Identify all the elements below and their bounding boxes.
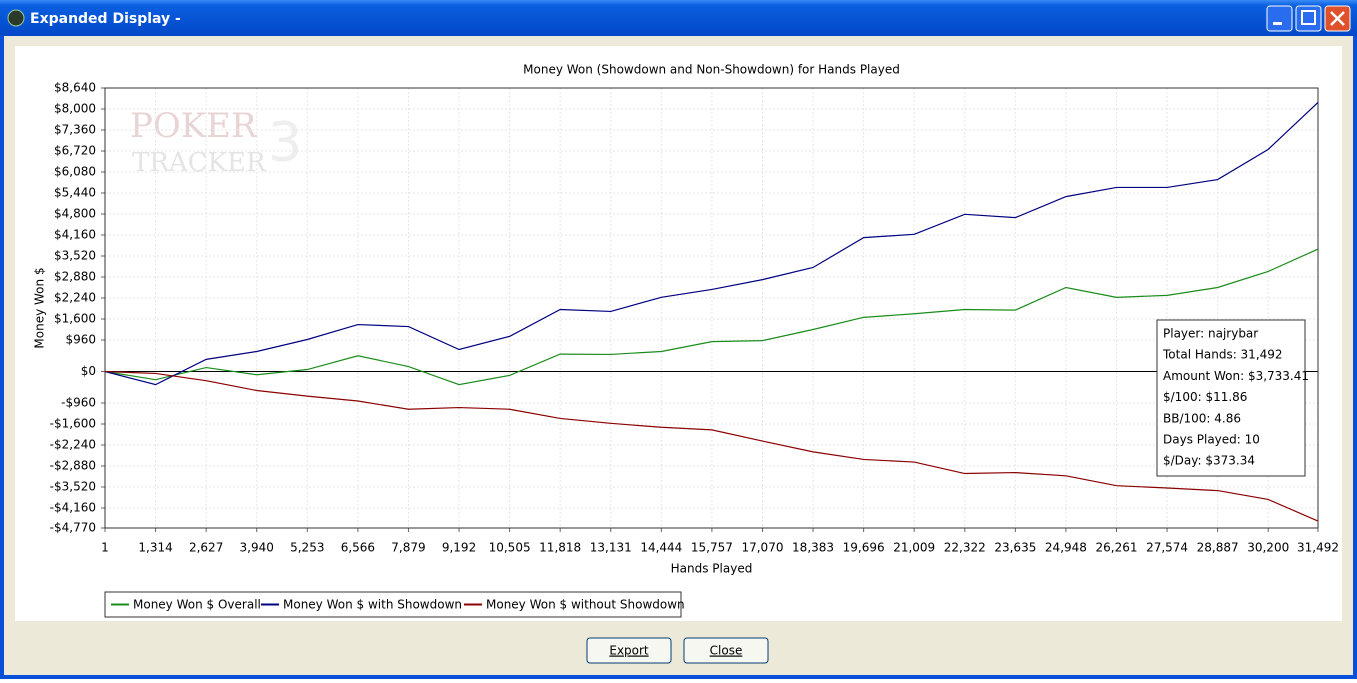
y-tick-label: $2,880 xyxy=(54,269,96,283)
x-tick-label: 28,887 xyxy=(1197,541,1239,555)
x-tick-label: 7,879 xyxy=(391,541,425,555)
y-tick-label: $8,000 xyxy=(54,101,96,115)
export-label: Export xyxy=(609,644,649,658)
minimize-button[interactable] xyxy=(1266,5,1293,32)
info-line: Player: najrybar xyxy=(1163,327,1258,341)
x-tick-label: 26,261 xyxy=(1096,541,1138,555)
y-tick-label: -$2,240 xyxy=(50,437,96,451)
y-tick-label: $2,240 xyxy=(54,290,96,304)
info-line: $/100: $11.86 xyxy=(1163,390,1247,404)
info-line: Days Played: 10 xyxy=(1163,433,1260,447)
app-icon xyxy=(7,9,25,27)
x-tick-label: 13,131 xyxy=(590,541,632,555)
minimize-icon xyxy=(1273,22,1282,25)
y-tick-label: $960 xyxy=(65,332,96,346)
x-tick-label: 31,492 xyxy=(1297,541,1339,555)
y-tick-label: $1,600 xyxy=(54,311,96,325)
export-button[interactable] xyxy=(586,637,672,664)
info-box xyxy=(1156,319,1306,477)
x-axis-label: Hands Played xyxy=(671,562,753,576)
y-tick-label: -$4,770 xyxy=(50,521,96,535)
x-tick-label: 2,627 xyxy=(189,541,223,555)
x-tick-label: 24,948 xyxy=(1045,541,1087,555)
y-tick-label: -$3,520 xyxy=(50,479,96,493)
close-label: Close xyxy=(710,644,743,658)
close-button[interactable] xyxy=(683,637,769,664)
legend xyxy=(104,591,682,618)
chart-title: Money Won (Showdown and Non-Showdown) fo… xyxy=(523,63,900,77)
watermark: 3 xyxy=(268,111,302,174)
series-line xyxy=(104,370,1319,522)
y-axis-label: Money Won $ xyxy=(33,267,47,348)
window-title: Expanded Display - xyxy=(30,11,181,27)
y-tick-label: $6,720 xyxy=(54,143,96,157)
legend-label: Money Won $ with Showdown xyxy=(283,598,462,612)
watermark: TRACKER xyxy=(132,148,267,178)
y-tick-label: -$2,880 xyxy=(50,458,96,472)
legend-label: Money Won $ without Showdown xyxy=(486,598,685,612)
y-tick-label: -$1,600 xyxy=(50,416,96,430)
x-tick-label: 30,200 xyxy=(1247,541,1289,555)
x-tick-label: 15,757 xyxy=(691,541,733,555)
x-tick-label: 5,253 xyxy=(290,541,324,555)
x-tick-label: 27,574 xyxy=(1146,541,1188,555)
series-line xyxy=(104,248,1319,386)
x-tick-label: 21,009 xyxy=(893,541,935,555)
y-tick-label: $7,360 xyxy=(54,122,96,136)
x-tick-label: 1,314 xyxy=(138,541,172,555)
y-tick-label: $0 xyxy=(81,364,96,378)
x-tick-label: 11,818 xyxy=(539,541,581,555)
x-tick-label: 1 xyxy=(101,541,109,555)
plot-frame xyxy=(104,87,1319,529)
maximize-icon xyxy=(1301,10,1316,25)
close-icon xyxy=(1330,11,1345,26)
watermark: POKER xyxy=(130,106,258,146)
y-tick-label: -$960 xyxy=(61,395,96,409)
info-line: Total Hands: 31,492 xyxy=(1162,348,1283,362)
y-tick-label: $4,800 xyxy=(54,206,96,220)
title-bar xyxy=(0,0,1357,36)
x-tick-label: 19,696 xyxy=(843,541,885,555)
chart-panel xyxy=(15,46,1342,621)
y-tick-label: $6,080 xyxy=(54,164,96,178)
legend-label: Money Won $ Overall xyxy=(133,598,261,612)
y-tick-label: $8,640 xyxy=(54,81,96,95)
y-tick-label: $5,440 xyxy=(54,185,96,199)
x-tick-label: 14,444 xyxy=(640,541,682,555)
info-line: $/Day: $373.34 xyxy=(1163,454,1255,468)
x-tick-label: 3,940 xyxy=(240,541,274,555)
x-tick-label: 18,383 xyxy=(792,541,834,555)
series-line xyxy=(104,102,1319,386)
x-tick-label: 6,566 xyxy=(341,541,375,555)
x-tick-label: 23,635 xyxy=(994,541,1036,555)
x-tick-label: 22,322 xyxy=(944,541,986,555)
info-line: Amount Won: $3,733.41 xyxy=(1163,369,1309,383)
y-tick-label: -$4,160 xyxy=(50,500,96,514)
info-line: BB/100: 4.86 xyxy=(1163,411,1241,425)
y-tick-label: $4,160 xyxy=(54,227,96,241)
y-tick-label: $3,520 xyxy=(54,248,96,262)
x-tick-label: 10,505 xyxy=(489,541,531,555)
x-tick-label: 17,070 xyxy=(741,541,783,555)
maximize-button[interactable] xyxy=(1295,5,1322,32)
x-tick-label: 9,192 xyxy=(442,541,476,555)
